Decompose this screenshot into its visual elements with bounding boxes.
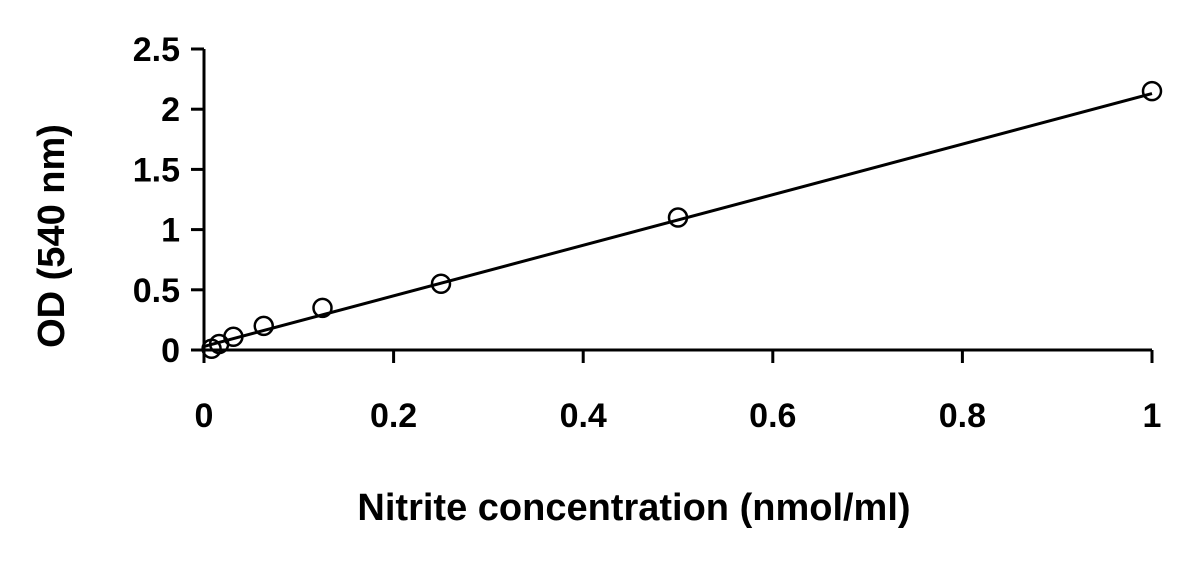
data-point bbox=[430, 273, 452, 295]
y-tick-label: 1.5 bbox=[133, 151, 180, 189]
ticks: 0 0.5 1 1.5 2 2.5 0 0.2 0.4 0.6 0.8 1 bbox=[133, 31, 1162, 435]
data-points bbox=[201, 80, 1163, 360]
y-tick-label: 0 bbox=[161, 332, 180, 370]
x-axis-title: Nitrite concentration (nmol/ml) bbox=[357, 487, 910, 529]
x-tick-label: 1 bbox=[1143, 397, 1162, 435]
y-tick-label: 1 bbox=[161, 212, 180, 250]
x-tick-label: 0.6 bbox=[749, 397, 796, 435]
y-tick-label: 2.5 bbox=[133, 31, 180, 69]
data-point bbox=[667, 207, 689, 228]
x-tick-label: 0.8 bbox=[939, 397, 986, 435]
data-point bbox=[253, 315, 274, 337]
x-tick-label: 0.4 bbox=[560, 397, 607, 435]
y-tick-label: 0.5 bbox=[133, 272, 180, 310]
trendline bbox=[203, 92, 1153, 348]
y-tick-label: 2 bbox=[161, 91, 180, 129]
axes bbox=[202, 49, 1152, 352]
data-point bbox=[223, 326, 244, 348]
trendline-line bbox=[203, 92, 1153, 348]
x-tick-label: 0 bbox=[195, 397, 214, 435]
x-tick-label: 0.2 bbox=[370, 397, 417, 435]
data-point bbox=[312, 297, 333, 319]
data-point bbox=[1141, 80, 1163, 102]
y-axis-title: OD (540 nm) bbox=[31, 124, 73, 348]
